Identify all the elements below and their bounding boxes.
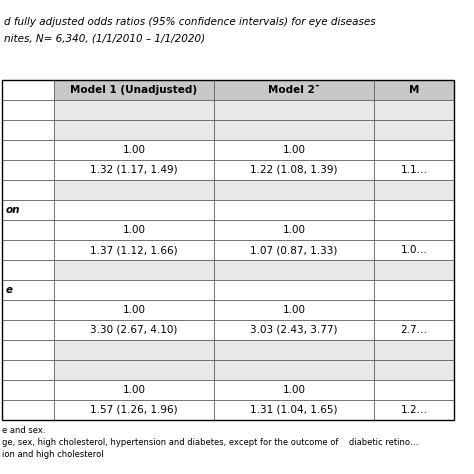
Bar [374, 120, 454, 140]
Text: ion and high cholesterol: ion and high cholesterol [2, 450, 104, 459]
Bar [54, 120, 214, 140]
Bar [54, 200, 214, 220]
Bar [54, 160, 214, 180]
Bar [54, 320, 214, 340]
Text: e: e [6, 285, 13, 295]
Text: 1.07 (0.87, 1.33): 1.07 (0.87, 1.33) [250, 245, 337, 255]
Bar [214, 340, 374, 360]
Bar [54, 260, 214, 280]
Text: d fully adjusted odds ratios (95% confidence intervals) for eye diseases: d fully adjusted odds ratios (95% confid… [4, 17, 375, 27]
Text: 1.2…: 1.2… [401, 405, 428, 415]
Bar [214, 360, 374, 380]
Bar [374, 400, 454, 420]
Text: 1.00: 1.00 [122, 225, 146, 235]
Bar [374, 260, 454, 280]
Text: ge, sex, high cholesterol, hypertension and diabetes, except for the outcome of : ge, sex, high cholesterol, hypertension … [2, 438, 419, 447]
Bar [374, 320, 454, 340]
Bar [2, 280, 54, 300]
Text: Model 2ˉ: Model 2ˉ [268, 85, 320, 95]
Text: Model 1 (Unadjusted): Model 1 (Unadjusted) [71, 85, 198, 95]
Bar [2, 140, 54, 160]
Text: 1.00: 1.00 [122, 305, 146, 315]
Bar [374, 100, 454, 120]
Text: 2.7…: 2.7… [401, 325, 428, 335]
Bar [54, 400, 214, 420]
Bar [374, 200, 454, 220]
Bar [2, 360, 54, 380]
Text: 1.32 (1.17, 1.49): 1.32 (1.17, 1.49) [90, 165, 178, 175]
Bar [2, 320, 54, 340]
Bar [2, 100, 54, 120]
Bar [374, 220, 454, 240]
Text: 1.31 (1.04, 1.65): 1.31 (1.04, 1.65) [250, 405, 338, 415]
Bar [2, 180, 54, 200]
Bar [214, 240, 374, 260]
Bar [2, 380, 54, 400]
Text: 1.1…: 1.1… [401, 165, 428, 175]
Bar [2, 80, 54, 100]
Bar [214, 320, 374, 340]
Bar [214, 380, 374, 400]
Bar [2, 340, 54, 360]
Bar [374, 360, 454, 380]
Bar [214, 180, 374, 200]
Text: 1.00: 1.00 [283, 305, 306, 315]
Bar [214, 400, 374, 420]
Bar [374, 240, 454, 260]
Bar [2, 120, 54, 140]
Text: 1.37 (1.12, 1.66): 1.37 (1.12, 1.66) [90, 245, 178, 255]
Bar [2, 200, 54, 220]
Bar [54, 360, 214, 380]
Text: 1.0…: 1.0… [401, 245, 428, 255]
Text: on: on [6, 205, 20, 215]
Bar [54, 180, 214, 200]
Text: 1.00: 1.00 [283, 145, 306, 155]
Bar [374, 80, 454, 100]
Text: 1.00: 1.00 [283, 225, 306, 235]
Text: 1.00: 1.00 [283, 385, 306, 395]
Text: e and sex.: e and sex. [2, 426, 46, 435]
Bar [214, 220, 374, 240]
Bar [214, 200, 374, 220]
Bar [214, 80, 374, 100]
Bar [214, 280, 374, 300]
Bar [374, 380, 454, 400]
Text: 1.00: 1.00 [122, 145, 146, 155]
Bar [214, 140, 374, 160]
Bar [214, 260, 374, 280]
Bar [2, 400, 54, 420]
Bar [214, 100, 374, 120]
Text: 1.22 (1.08, 1.39): 1.22 (1.08, 1.39) [250, 165, 338, 175]
Bar [54, 100, 214, 120]
Bar [54, 380, 214, 400]
Text: M: M [409, 85, 419, 95]
Text: nites, N= 6,340, (1/1/2010 – 1/1/2020): nites, N= 6,340, (1/1/2010 – 1/1/2020) [4, 33, 205, 43]
Bar [374, 180, 454, 200]
Text: 1.00: 1.00 [122, 385, 146, 395]
Bar [54, 280, 214, 300]
Bar [214, 300, 374, 320]
Bar [54, 300, 214, 320]
Bar [2, 80, 454, 420]
Bar [54, 140, 214, 160]
Text: 3.03 (2.43, 3.77): 3.03 (2.43, 3.77) [250, 325, 338, 335]
Bar [374, 140, 454, 160]
Text: 1.57 (1.26, 1.96): 1.57 (1.26, 1.96) [90, 405, 178, 415]
Bar [374, 280, 454, 300]
Bar [374, 160, 454, 180]
Bar [2, 260, 54, 280]
Bar [374, 300, 454, 320]
Bar [54, 340, 214, 360]
Bar [374, 340, 454, 360]
Bar [2, 220, 54, 240]
Bar [214, 160, 374, 180]
Bar [214, 120, 374, 140]
Bar [54, 240, 214, 260]
Bar [2, 160, 54, 180]
Text: 3.30 (2.67, 4.10): 3.30 (2.67, 4.10) [91, 325, 178, 335]
Bar [54, 220, 214, 240]
Bar [54, 80, 214, 100]
Bar [2, 300, 54, 320]
Bar [2, 240, 54, 260]
